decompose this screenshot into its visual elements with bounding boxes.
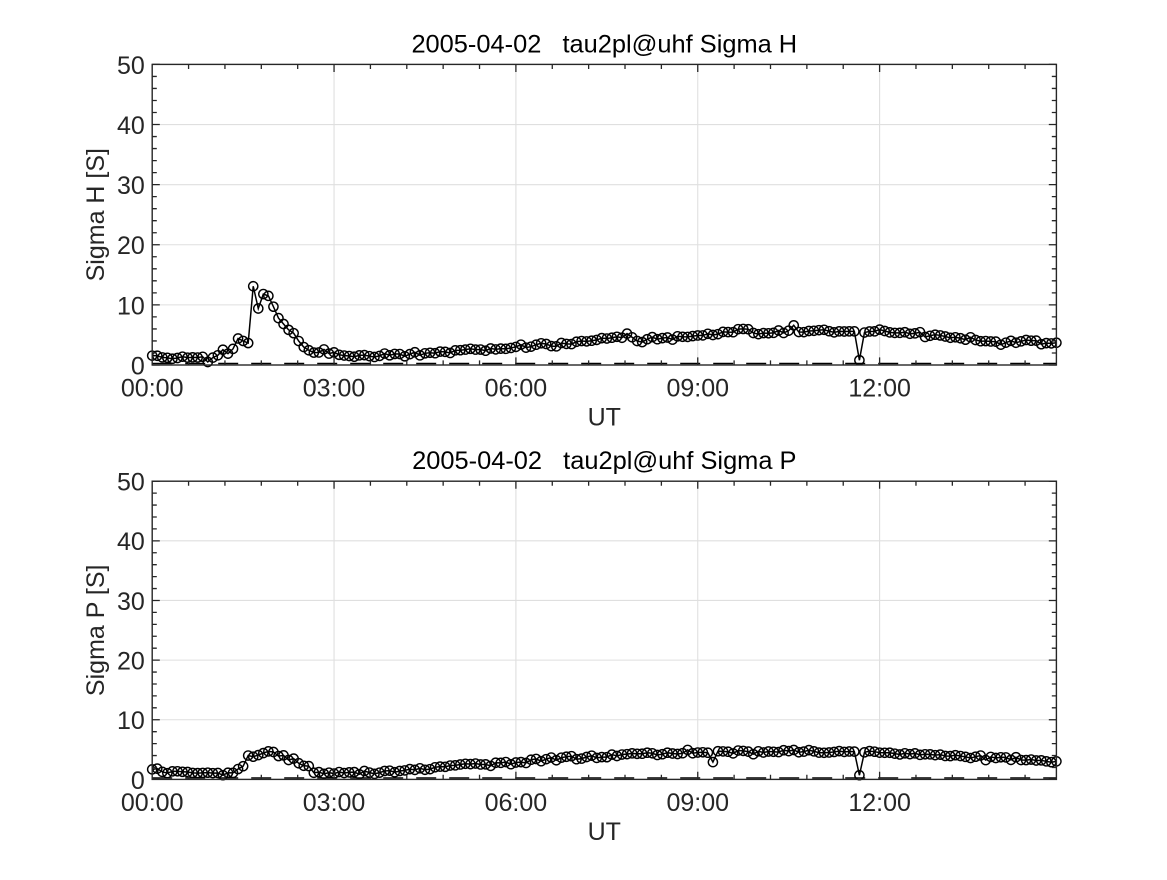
svg-text:06:00: 06:00 <box>485 374 548 402</box>
svg-text:03:00: 03:00 <box>303 374 366 402</box>
svg-text:2005-04-02 tau2pl@uhf Sigma: 2005-04-02 tau2pl@uhf Sigma P <box>412 447 796 475</box>
svg-text:20: 20 <box>117 648 145 676</box>
svg-text:09:00: 09:00 <box>666 374 729 402</box>
svg-text:03:00: 03:00 <box>303 789 366 817</box>
svg-text:50: 50 <box>117 469 145 497</box>
svg-text:40: 40 <box>117 112 145 140</box>
svg-text:10: 10 <box>117 707 145 735</box>
svg-text:2005-04-02 tau2pl@uhf Sigma: 2005-04-02 tau2pl@uhf Sigma H <box>411 30 797 58</box>
svg-text:00:00: 00:00 <box>121 374 184 402</box>
svg-text:Sigma H [S]: Sigma H [S] <box>82 148 110 281</box>
svg-text:12:00: 12:00 <box>848 374 911 402</box>
svg-text:0: 0 <box>131 767 145 795</box>
svg-text:06:00: 06:00 <box>485 789 548 817</box>
svg-text:UT: UT <box>588 403 621 431</box>
svg-text:00:00: 00:00 <box>121 789 184 817</box>
svg-text:12:00: 12:00 <box>848 789 911 817</box>
svg-text:30: 30 <box>117 172 145 200</box>
svg-text:40: 40 <box>117 528 145 556</box>
svg-text:09:00: 09:00 <box>666 789 729 817</box>
svg-text:20: 20 <box>117 232 145 260</box>
svg-text:0: 0 <box>131 352 145 380</box>
svg-text:UT: UT <box>588 818 621 846</box>
svg-text:10: 10 <box>117 292 145 320</box>
svg-text:30: 30 <box>117 588 145 616</box>
svg-text:50: 50 <box>117 52 145 80</box>
svg-text:Sigma P [S]: Sigma P [S] <box>82 565 110 697</box>
